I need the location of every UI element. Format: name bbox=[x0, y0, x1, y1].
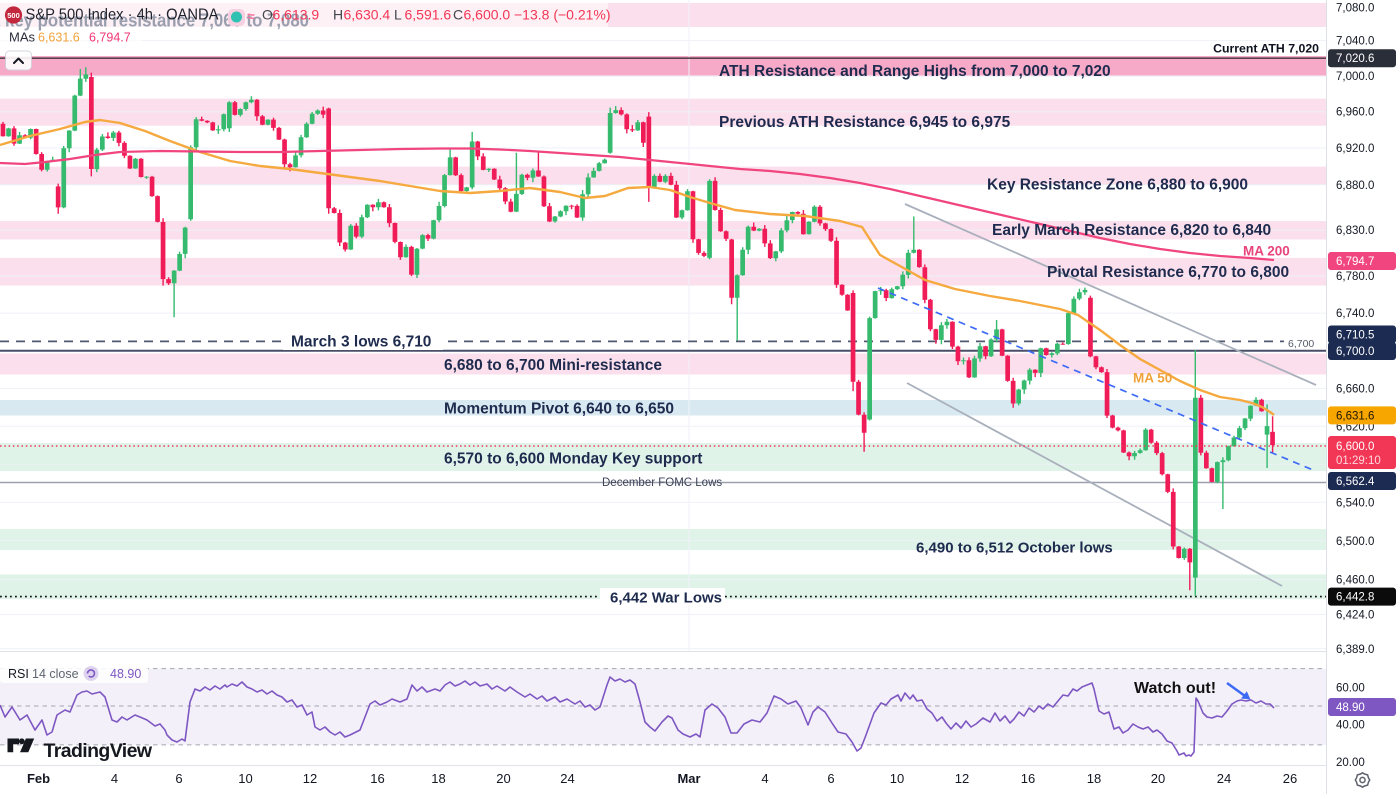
svg-text:6,794.7: 6,794.7 bbox=[1336, 256, 1374, 268]
svg-text:6,442.8: 6,442.8 bbox=[1336, 592, 1374, 604]
svg-text:Feb: Feb bbox=[27, 771, 50, 786]
svg-text:10: 10 bbox=[890, 771, 904, 786]
svg-text:6,460.0: 6,460.0 bbox=[1336, 575, 1374, 587]
svg-text:6,830.0: 6,830.0 bbox=[1336, 225, 1374, 237]
svg-text:24: 24 bbox=[560, 771, 574, 786]
svg-text:Momentum Pivot 6,640 to 6,650: Momentum Pivot 6,640 to 6,650 bbox=[444, 401, 674, 418]
svg-text:20: 20 bbox=[496, 771, 510, 786]
svg-text:26: 26 bbox=[1283, 771, 1297, 786]
svg-text:≈: ≈ bbox=[247, 8, 255, 24]
svg-text:RSI: RSI bbox=[8, 667, 29, 681]
svg-text:C: C bbox=[453, 7, 463, 23]
svg-text:500: 500 bbox=[7, 11, 20, 20]
svg-text:7,000.0: 7,000.0 bbox=[1336, 71, 1374, 83]
svg-text:6,600.0: 6,600.0 bbox=[1336, 441, 1374, 453]
svg-text:Current ATH 7,020: Current ATH 7,020 bbox=[1213, 42, 1319, 56]
svg-text:6,740.0: 6,740.0 bbox=[1336, 308, 1374, 320]
svg-text:6,631.6: 6,631.6 bbox=[38, 31, 80, 45]
svg-text:6,490 to 6,512 October lows: 6,490 to 6,512 October lows bbox=[916, 540, 1113, 557]
svg-text:6,591.6: 6,591.6 bbox=[405, 7, 452, 23]
svg-text:18: 18 bbox=[1087, 771, 1101, 786]
svg-text:−13.8 (−0.21%): −13.8 (−0.21%) bbox=[514, 7, 611, 23]
svg-text:12: 12 bbox=[955, 771, 969, 786]
svg-text:6,960.0: 6,960.0 bbox=[1336, 107, 1374, 119]
svg-text:20: 20 bbox=[1151, 771, 1165, 786]
svg-text:14 close: 14 close bbox=[32, 667, 79, 681]
svg-text:48.90: 48.90 bbox=[1336, 702, 1365, 714]
svg-text:H: H bbox=[333, 7, 343, 23]
svg-text:6,631.6: 6,631.6 bbox=[1336, 410, 1374, 422]
svg-text:6,680 to 6,700 Mini-resistance: 6,680 to 6,700 Mini-resistance bbox=[444, 357, 662, 374]
svg-text:60.00: 60.00 bbox=[1336, 682, 1365, 694]
svg-text:Watch out!: Watch out! bbox=[1134, 680, 1216, 697]
svg-text:01:29:10: 01:29:10 bbox=[1336, 455, 1381, 467]
svg-text:6,920.0: 6,920.0 bbox=[1336, 143, 1374, 155]
svg-text:6,710.5: 6,710.5 bbox=[1336, 330, 1374, 342]
svg-text:4: 4 bbox=[761, 771, 768, 786]
svg-text:MA 200: MA 200 bbox=[1243, 244, 1290, 259]
svg-text:16: 16 bbox=[370, 771, 384, 786]
svg-text:6,389.0: 6,389.0 bbox=[1336, 644, 1374, 656]
svg-text:6: 6 bbox=[175, 771, 182, 786]
svg-text:Key Resistance Zone 6,880 to 6: Key Resistance Zone 6,880 to 6,900 bbox=[987, 177, 1248, 194]
svg-text:6,630.4: 6,630.4 bbox=[344, 7, 391, 23]
svg-text:6,424.0: 6,424.0 bbox=[1336, 610, 1374, 622]
svg-text:12: 12 bbox=[303, 771, 317, 786]
svg-text:10: 10 bbox=[238, 771, 252, 786]
svg-text:Pivotal Resistance 6,770 to 6,: Pivotal Resistance 6,770 to 6,800 bbox=[1047, 264, 1289, 281]
svg-text:L: L bbox=[394, 7, 402, 23]
svg-text:6,570 to 6,600 Monday Key supp: 6,570 to 6,600 Monday Key support bbox=[444, 451, 702, 468]
svg-text:6,880.0: 6,880.0 bbox=[1336, 180, 1374, 192]
svg-text:Early March Resistance 6,820 t: Early March Resistance 6,820 to 6,840 bbox=[992, 222, 1271, 239]
svg-text:TradingView: TradingView bbox=[44, 740, 153, 762]
svg-text:S&P 500 Index · 4h · OANDA: S&P 500 Index · 4h · OANDA bbox=[26, 7, 219, 24]
svg-text:40.00: 40.00 bbox=[1336, 720, 1365, 732]
svg-text:O: O bbox=[262, 7, 273, 23]
svg-text:6,780.0: 6,780.0 bbox=[1336, 271, 1374, 283]
svg-text:6,700: 6,700 bbox=[1288, 338, 1314, 350]
svg-text:6,442 War Lows: 6,442 War Lows bbox=[610, 590, 722, 607]
svg-text:ATH Resistance and Range Highs: ATH Resistance and Range Highs from 7,00… bbox=[719, 63, 1111, 80]
svg-text:6,500.0: 6,500.0 bbox=[1336, 536, 1374, 548]
svg-text:6: 6 bbox=[827, 771, 834, 786]
svg-text:48.90: 48.90 bbox=[110, 667, 141, 681]
svg-text:7,080.0: 7,080.0 bbox=[1336, 3, 1374, 15]
svg-text:Previous ATH Resistance 6,945: Previous ATH Resistance 6,945 to 6,975 bbox=[719, 114, 1011, 131]
svg-text:March 3 lows 6,710: March 3 lows 6,710 bbox=[291, 334, 431, 351]
svg-text:6,613.9: 6,613.9 bbox=[273, 7, 320, 23]
svg-text:MAs: MAs bbox=[9, 30, 36, 45]
svg-text:24: 24 bbox=[1217, 771, 1231, 786]
svg-text:4: 4 bbox=[111, 771, 118, 786]
svg-text:December FOMC Lows: December FOMC Lows bbox=[602, 477, 722, 489]
svg-text:7,040.0: 7,040.0 bbox=[1336, 35, 1374, 47]
svg-text:6,562.4: 6,562.4 bbox=[1336, 476, 1375, 488]
svg-text:6,660.0: 6,660.0 bbox=[1336, 384, 1374, 396]
svg-text:7,020.6: 7,020.6 bbox=[1336, 53, 1374, 65]
svg-text:6,540.0: 6,540.0 bbox=[1336, 497, 1374, 509]
svg-text:20.00: 20.00 bbox=[1336, 757, 1365, 769]
svg-text:6,600.0: 6,600.0 bbox=[464, 7, 511, 23]
svg-text:Mar: Mar bbox=[677, 771, 700, 786]
svg-text:6,794.7: 6,794.7 bbox=[89, 31, 131, 45]
svg-text:6,700.0: 6,700.0 bbox=[1336, 346, 1374, 358]
svg-text:18: 18 bbox=[431, 771, 445, 786]
svg-text:MA 50: MA 50 bbox=[1133, 371, 1172, 386]
svg-text:16: 16 bbox=[1021, 771, 1035, 786]
